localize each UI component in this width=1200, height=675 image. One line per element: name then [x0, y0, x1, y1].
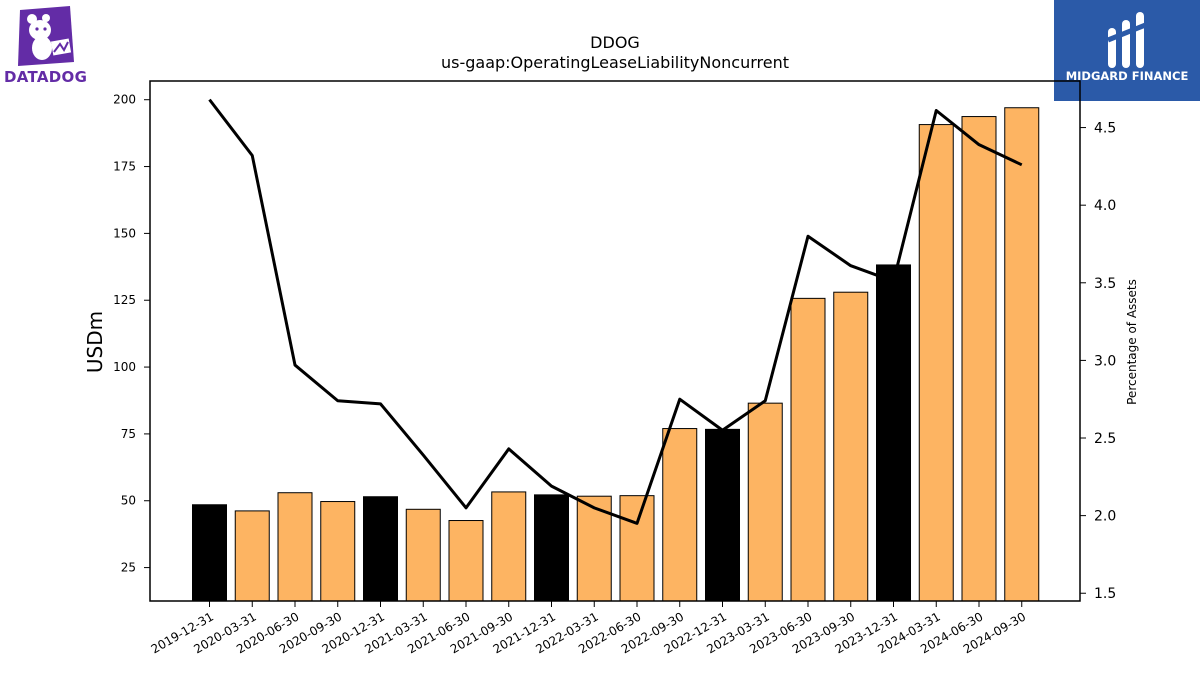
bars-group — [192, 107, 1040, 602]
y2-axis-label: Percentage of Assets — [1125, 279, 1139, 405]
percentage-line — [208, 98, 1023, 525]
y-tick-label: 175 — [113, 160, 136, 174]
y-axis-right: 1.5 2.0 2.5 3.0 3.5 4.0 4.5 — [1080, 121, 1116, 602]
bar-2024-09-30 — [1004, 107, 1040, 602]
y2-tick-label: 4.0 — [1094, 198, 1116, 214]
bar-2024-03-31 — [918, 124, 954, 602]
y2-tick-label: 4.5 — [1094, 121, 1116, 137]
y-tick-label: 125 — [113, 293, 136, 307]
y2-tick-label: 2.5 — [1094, 431, 1116, 447]
bar-2023-12-31 — [876, 264, 911, 602]
bar-2022-06-30 — [619, 495, 655, 602]
bar-2022-03-31 — [576, 495, 612, 602]
y-axis-left: 25 50 75 100 125 150 175 200 — [113, 93, 150, 575]
bar-2023-06-30 — [790, 297, 826, 602]
bar-2023-09-30 — [833, 291, 869, 602]
y2-tick-label: 1.5 — [1094, 586, 1116, 602]
bar-2024-06-30 — [961, 116, 997, 602]
midgard-finance-logo: MIDGARD FINANCE — [1054, 0, 1200, 101]
y-tick-label: 100 — [113, 360, 136, 374]
bar-2021-03-31 — [405, 508, 441, 602]
bar-2020-03-31 — [234, 510, 270, 602]
bar-2019-12-31 — [192, 504, 227, 602]
bar-2022-09-30 — [662, 428, 698, 602]
bar-2022-12-31 — [705, 428, 740, 602]
line-group — [208, 98, 1023, 525]
bar-2020-09-30 — [320, 501, 356, 602]
y2-tick-label: 3.5 — [1094, 276, 1116, 292]
y-tick-label: 150 — [113, 226, 136, 240]
datadog-wordmark: DATADOG — [4, 68, 88, 86]
chart-title: DDOG — [590, 33, 640, 52]
x-axis: 2019-12-312020-03-312020-06-302020-09-30… — [149, 601, 1028, 656]
y2-tick-label: 2.0 — [1094, 509, 1116, 525]
bar-2021-06-30 — [448, 520, 484, 602]
y-tick-label: 25 — [121, 561, 136, 575]
bar-2020-06-30 — [277, 492, 313, 602]
datadog-logo: DATADOG — [0, 0, 92, 92]
bar-2020-12-31 — [363, 496, 398, 602]
y-tick-label: 75 — [121, 427, 136, 441]
y-tick-label: 50 — [121, 494, 136, 508]
plot-frame — [149, 80, 1081, 602]
y-tick-label: 200 — [113, 93, 136, 107]
chart-subtitle: us-gaap:OperatingLeaseLiabilityNoncurren… — [440, 53, 790, 72]
datadog-dog-icon — [18, 6, 74, 66]
midgard-wordmark: MIDGARD FINANCE — [1065, 69, 1189, 83]
bar-2023-03-31 — [747, 402, 783, 602]
y2-tick-label: 3.0 — [1094, 353, 1116, 369]
midgard-mark-icon — [1107, 12, 1149, 68]
y-axis-label: USDm — [83, 311, 107, 373]
bar-2021-12-31 — [534, 494, 569, 602]
bar-2021-09-30 — [491, 491, 527, 602]
